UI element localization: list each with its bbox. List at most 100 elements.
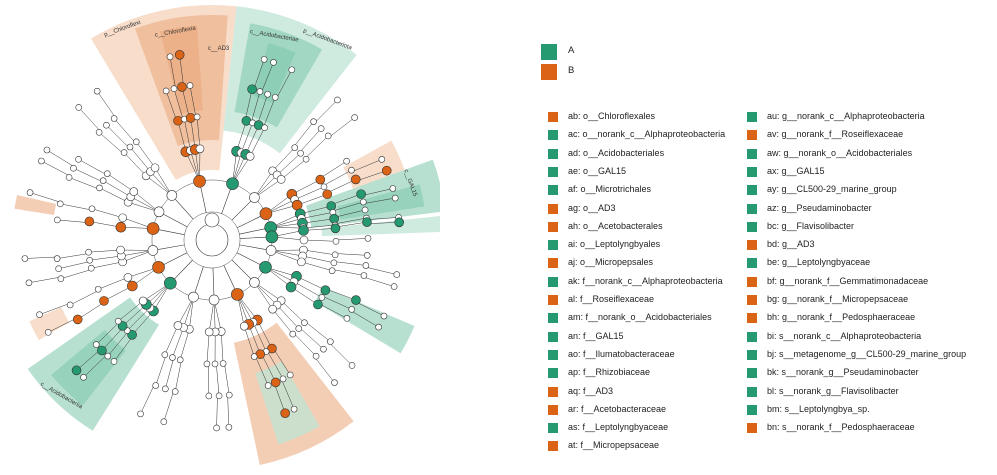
tree-node xyxy=(279,375,287,383)
marker-swatch xyxy=(747,240,757,251)
tree-ring xyxy=(183,211,241,269)
marker-swatch xyxy=(747,295,757,305)
tree-branch xyxy=(254,282,273,310)
tree-branch xyxy=(293,333,317,357)
tree-branch xyxy=(154,167,173,196)
marker-swatch xyxy=(548,349,558,360)
tree-branch xyxy=(261,62,274,93)
enriched-node xyxy=(97,345,107,356)
tree-branch xyxy=(78,159,107,175)
tree-branch xyxy=(224,363,230,396)
tree-branch xyxy=(290,286,319,305)
tree-branch xyxy=(173,88,184,120)
tree-branch xyxy=(305,321,331,342)
marker-label: bf: g__norank_f__Gemmatimonadaceae xyxy=(767,275,929,286)
marker-legend-entry: bm: s__Leptolyngbya_sp. xyxy=(747,404,977,417)
tree-branch xyxy=(60,269,92,279)
tree-branch xyxy=(177,296,194,326)
marker-legend-entry: ax: g__GAL15 xyxy=(747,166,977,179)
marker-label: ay: g__CL500-29_marine_group xyxy=(767,184,897,195)
tree-branch xyxy=(299,128,322,153)
tree-node xyxy=(75,156,82,163)
tree-node xyxy=(364,235,372,242)
marker-legend-entry: af: o__Microtrichales xyxy=(548,184,778,197)
tree-branch xyxy=(212,267,215,300)
tree-node xyxy=(334,96,341,104)
tree-node xyxy=(378,156,386,163)
tree-node xyxy=(118,213,128,223)
tree-branch xyxy=(76,349,101,371)
tree-branch xyxy=(254,282,282,301)
clade-highlight-sector xyxy=(51,329,126,406)
clade-label: c__AD3 xyxy=(208,46,230,52)
tree-branch xyxy=(70,290,99,306)
tree-node xyxy=(332,238,340,245)
tree-branch xyxy=(254,170,273,198)
marker-label: aq: f__AD3 xyxy=(568,385,614,396)
tree-branch xyxy=(363,197,396,204)
enriched-node xyxy=(313,299,323,310)
enriched-node xyxy=(231,288,244,301)
tree-branch xyxy=(208,299,215,332)
tree-node xyxy=(225,423,233,431)
marker-swatch xyxy=(548,130,558,141)
tree-branch xyxy=(367,222,400,224)
tree-branch xyxy=(272,347,291,376)
tree-branch xyxy=(48,317,78,333)
tree-branch xyxy=(89,255,122,261)
enriched-node xyxy=(226,177,239,190)
marker-label: bd: g__AD3 xyxy=(767,239,815,250)
marker-swatch xyxy=(747,331,757,342)
tree-node xyxy=(99,177,107,184)
enriched-node xyxy=(362,217,372,227)
tree-node xyxy=(328,267,336,275)
tree-branch xyxy=(280,300,305,323)
tree-branch xyxy=(129,146,151,172)
tree-node xyxy=(360,272,368,279)
tree-branch xyxy=(352,159,382,172)
tree-branch xyxy=(107,173,134,192)
tree-branch xyxy=(150,171,173,196)
enriched-node xyxy=(259,207,273,220)
tree-node xyxy=(289,330,297,338)
marker-legend-entry: bi: s__norank_c__Alphaproteobacteria xyxy=(747,330,977,344)
enriched-node xyxy=(326,201,337,211)
tree-branch xyxy=(136,141,156,168)
group-legend-entry: B xyxy=(541,64,601,80)
tree-branch xyxy=(113,335,134,362)
marker-swatch xyxy=(548,313,558,324)
marker-swatch xyxy=(747,221,757,232)
enriched-node xyxy=(381,165,392,176)
enriched-node xyxy=(72,314,83,325)
group-label: A xyxy=(568,45,575,56)
tree-node xyxy=(188,291,199,303)
tree-node xyxy=(75,104,83,111)
tree-branch xyxy=(329,117,355,138)
clade-highlight-sector xyxy=(321,216,440,237)
marker-swatch xyxy=(747,423,757,434)
tree-branch xyxy=(301,261,333,271)
tree-branch xyxy=(46,149,75,167)
tree-node xyxy=(331,379,338,386)
tree-branch xyxy=(276,69,292,99)
marker-legend-entry: aw: g__norank_o__Acidobacteriales xyxy=(747,148,977,161)
marker-label: bi: s__norank_c__Alphaproteobacteria xyxy=(767,330,922,341)
tree-branch xyxy=(293,281,323,298)
tree-branch xyxy=(193,266,204,298)
tree-branch xyxy=(303,239,337,242)
tree-node xyxy=(330,259,338,267)
tree-node xyxy=(348,362,356,369)
tree-node xyxy=(261,124,268,132)
marker-swatch xyxy=(548,112,558,122)
marker-label: bj: s__metagenome_g__CL500-29_marine_gro… xyxy=(767,348,967,359)
marker-legend-entry: aj: o__Micropepsales xyxy=(548,257,778,270)
tree-node xyxy=(290,405,298,413)
tree-node xyxy=(250,353,258,360)
tree-branch xyxy=(248,324,261,355)
tree-branch xyxy=(172,327,184,358)
tree-node xyxy=(359,198,367,206)
tree-branch xyxy=(276,304,299,329)
tree-branch xyxy=(101,326,124,351)
enriched-node xyxy=(193,175,206,188)
tree-branch xyxy=(281,159,307,180)
